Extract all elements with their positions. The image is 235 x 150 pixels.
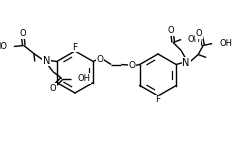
Text: OH: OH — [219, 39, 232, 48]
Text: O: O — [97, 55, 104, 64]
Text: N: N — [43, 56, 51, 66]
Text: O: O — [20, 29, 26, 38]
Text: OH: OH — [78, 74, 91, 83]
Text: O: O — [196, 29, 203, 38]
Text: F: F — [72, 42, 78, 51]
Text: O: O — [128, 61, 135, 70]
Text: O: O — [50, 84, 56, 93]
Text: O: O — [168, 26, 175, 35]
Text: F: F — [155, 96, 161, 105]
Text: OH: OH — [187, 35, 200, 44]
Text: N: N — [183, 57, 190, 68]
Text: HO: HO — [0, 42, 7, 51]
